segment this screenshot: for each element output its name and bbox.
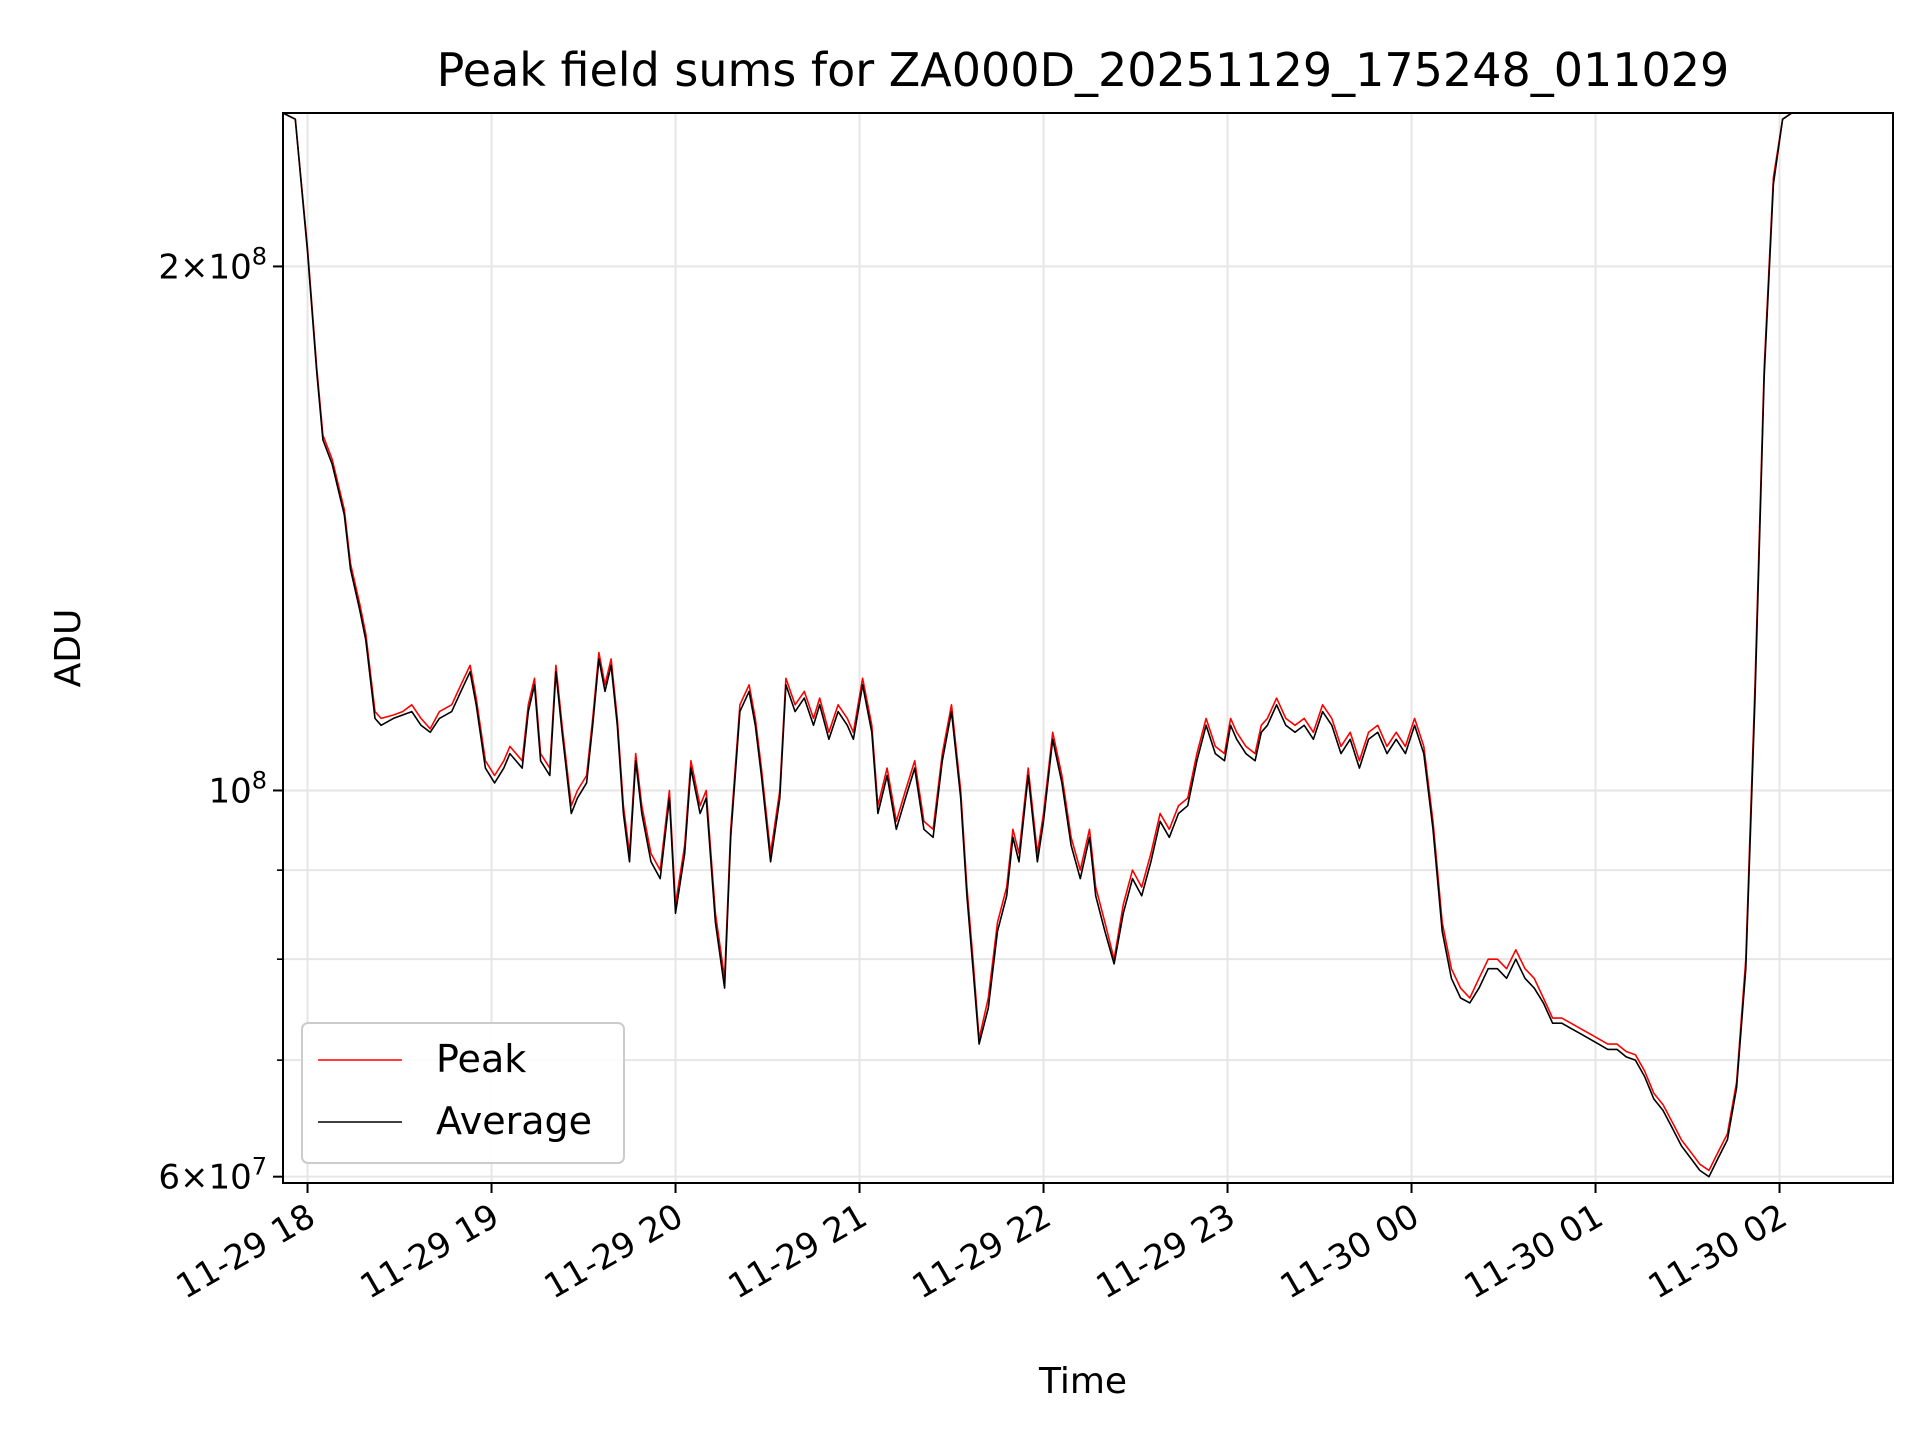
legend-box: [301, 1022, 625, 1164]
chart-title: Peak field sums for ZA000D_20251129_1752…: [437, 43, 1730, 97]
legend: Peak Average: [301, 1022, 625, 1164]
y-tick-label: 6×107: [158, 1153, 267, 1198]
y-axis-label: ADU: [48, 609, 89, 688]
y-tick-label: 108: [208, 766, 267, 811]
legend-label-average: Average: [436, 1099, 592, 1143]
series-line-peak: [282, 112, 1793, 1172]
plot-frame: [282, 112, 1894, 1184]
y-tick-label: 2×108: [158, 242, 267, 287]
series-line-average: [282, 112, 1793, 1178]
x-axis-label: Time: [1038, 1361, 1127, 1402]
grid-lines: [283, 113, 1893, 1183]
series-layer: [282, 112, 1793, 1178]
y-axis: 2×108 108 6×107: [158, 242, 283, 1198]
legend-label-peak: Peak: [436, 1037, 526, 1081]
